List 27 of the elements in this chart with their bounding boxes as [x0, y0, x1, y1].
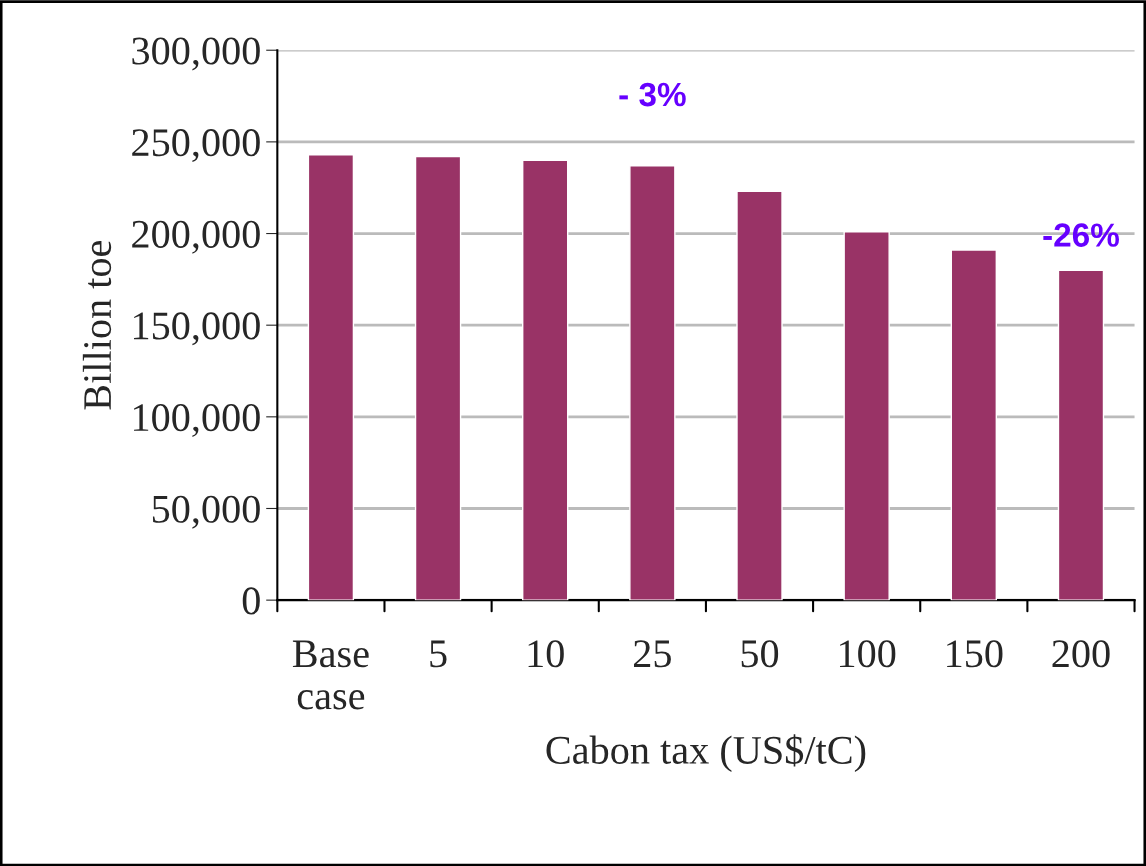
annotation: - 3% [619, 82, 686, 107]
x-tick-label: 100 [840, 640, 896, 668]
bar [414, 155, 462, 601]
x-tick-label: Base case [292, 640, 369, 710]
y-tick-label: 250,000 [132, 129, 260, 163]
bar [629, 165, 676, 601]
x-tick-label: 10 [528, 640, 564, 668]
x-axis-title: Cabon tax (US$/tC) [546, 734, 866, 773]
annotation: -26% [1043, 223, 1119, 247]
y-tick-label: 100,000 [134, 404, 260, 437]
x-tick-label: 150 [947, 640, 1003, 668]
y-tick-label: 200,000 [132, 220, 260, 254]
x-tick-label: 25 [633, 640, 671, 668]
bar [950, 249, 998, 601]
y-tick-label: 50,000 [152, 495, 260, 529]
y-axis-title: Billion toe [82, 240, 112, 410]
y-tick-label: 0 [242, 587, 260, 615]
y-tick-label: 150,000 [134, 312, 260, 346]
bar [307, 154, 355, 601]
x-tick-label: 50 [741, 640, 779, 668]
bar [1057, 269, 1105, 601]
x-tick-label: 200 [1052, 640, 1110, 668]
bar [736, 190, 783, 601]
bar [843, 231, 890, 601]
y-tick-label: 300,000 [132, 37, 260, 71]
x-tick-label: 5 [430, 640, 447, 668]
bar [522, 159, 569, 601]
